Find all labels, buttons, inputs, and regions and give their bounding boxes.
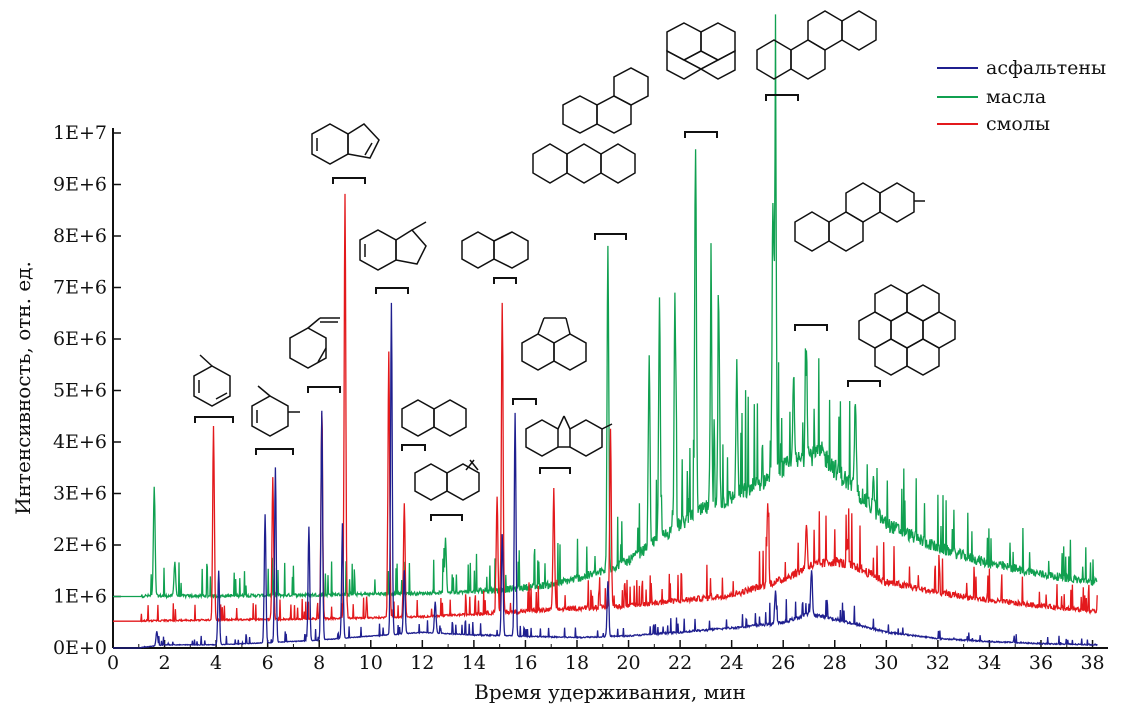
x-tick-label: 34 <box>977 652 1001 674</box>
y-tick-label: 9E+6 <box>53 174 107 196</box>
legend-label-resins: смолы <box>986 113 1050 135</box>
bracket-chrysene <box>765 94 799 101</box>
methylindene-structure-icon <box>359 221 427 271</box>
x-tick-label: 2 <box>159 652 171 674</box>
x-axis-label: Время удерживания, мин <box>474 680 746 704</box>
y-tick-label: 4E+6 <box>53 431 107 453</box>
methylfluorene-structure-icon <box>525 415 613 457</box>
x-tick-label: 38 <box>1080 652 1104 674</box>
bracket-methylnaphthalene <box>430 514 463 521</box>
x-tick-label: 36 <box>1029 652 1053 674</box>
x-tick-label: 22 <box>668 652 692 674</box>
x-tick-label: 20 <box>616 652 640 674</box>
styrene-structure-icon <box>289 317 340 369</box>
x-tick-label: 26 <box>771 652 795 674</box>
x-tick-label: 32 <box>926 652 950 674</box>
x-tick-label: 4 <box>210 652 222 674</box>
x-tick-label: 24 <box>720 652 744 674</box>
legend-label-oils: масла <box>986 86 1046 108</box>
naphthalene-structure-icon <box>401 399 467 437</box>
series-line-1 <box>113 14 1098 600</box>
bracket-styrene <box>307 386 341 393</box>
series-line-0 <box>113 302 1098 649</box>
x-tick-label: 6 <box>262 652 274 674</box>
toluene-structure-icon <box>193 354 231 407</box>
bracket-methylchrysene <box>794 324 828 331</box>
peak-brackets <box>194 94 881 521</box>
x-tick-label: 12 <box>410 652 434 674</box>
indene-structure-icon <box>311 123 380 165</box>
x-tick-label: 18 <box>565 652 589 674</box>
x-tick-label: 0 <box>107 652 119 674</box>
bracket-coronene <box>847 380 881 387</box>
bracket-phenanthrene <box>594 233 627 240</box>
methylchrysene-structure-icon <box>794 182 925 252</box>
legend: асфальтены масла смолы <box>937 57 1106 135</box>
x-tick-label: 8 <box>313 652 325 674</box>
molecule-structures <box>193 10 956 501</box>
phenanthrene-structure-icon <box>562 67 649 134</box>
y-tick-label: 2E+6 <box>53 534 107 556</box>
biphenylene-structure-icon <box>461 231 529 269</box>
y-tick-label: 3E+6 <box>53 483 107 505</box>
bracket-naphthalene <box>401 444 426 451</box>
bracket-pyrene <box>684 131 718 138</box>
series-line-2 <box>113 193 1098 623</box>
y-ticks: 0E+0 1E+6 2E+6 3E+6 4E+6 5E+6 6E+6 7E+6 8E+6 9E+6… <box>53 122 121 659</box>
anthracene-structure-icon <box>532 143 636 184</box>
y-tick-label: 1E+7 <box>53 122 107 144</box>
y-axis-label: Интенсивность, отн. ед. <box>11 261 35 515</box>
methylnaphthalene-structure-icon <box>414 459 480 501</box>
y-tick-label: 5E+6 <box>53 380 107 402</box>
y-tick-label: 0E+0 <box>53 637 107 659</box>
pyrene-structure-icon <box>666 22 736 80</box>
bracket-indene <box>332 177 366 184</box>
y-tick-label: 8E+6 <box>53 225 107 247</box>
x-tick-label: 30 <box>874 652 898 674</box>
bracket-methylindene <box>375 287 409 294</box>
series-layer <box>113 14 1098 649</box>
x-tick-label: 10 <box>359 652 383 674</box>
x-tick-label: 28 <box>823 652 847 674</box>
acenaphthene-structure-icon <box>521 317 587 371</box>
x-tick-label: 16 <box>513 652 537 674</box>
y-tick-label: 1E+6 <box>53 586 107 608</box>
bracket-xylene <box>255 448 294 455</box>
x-tick-label: 14 <box>462 652 486 674</box>
coronene-structure-icon <box>858 284 956 376</box>
y-tick-label: 6E+6 <box>53 328 107 350</box>
xylene-structure-icon <box>251 385 300 437</box>
bracket-methylfluorene <box>539 467 571 474</box>
legend-label-asphaltenes: асфальтены <box>986 57 1106 79</box>
x-ticks: 0 2 4 6 8 10 12 14 16 18 20 22 24 26 28 30 32 34 36 38 <box>107 640 1105 674</box>
chrysene-structure-icon <box>756 10 877 80</box>
y-tick-label: 7E+6 <box>53 277 107 299</box>
bracket-toluene <box>194 416 234 423</box>
bracket-acenaphthene <box>512 398 537 405</box>
bracket-biphenylene <box>493 277 517 284</box>
